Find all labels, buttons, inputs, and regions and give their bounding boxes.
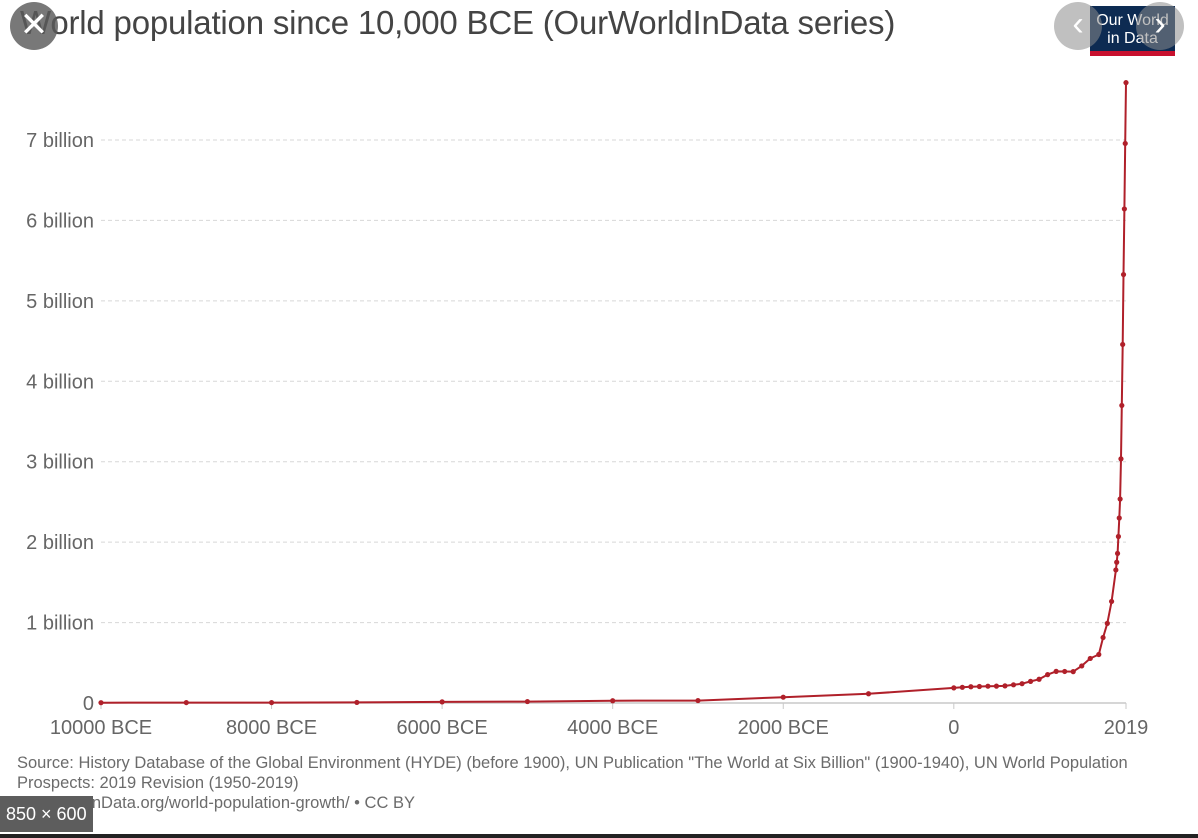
data-point[interactable] [976,683,983,690]
data-point[interactable] [1045,672,1051,678]
data-point[interactable] [1104,620,1110,626]
data-point[interactable] [439,699,445,705]
x-tick-label: 0 [948,717,959,739]
data-point[interactable] [865,691,872,697]
data-point[interactable] [1096,651,1102,658]
y-tick-label: 5 billion [26,291,94,313]
data-point[interactable] [268,699,275,706]
previous-image-icon[interactable]: ‹ [1054,2,1102,50]
y-tick-label: 1 billion [26,613,94,635]
y-tick-label: 0 [83,693,94,715]
data-point[interactable] [1123,80,1129,86]
data-point[interactable] [780,694,786,700]
data-point[interactable] [1114,559,1120,565]
series-line [100,82,1127,704]
x-tick-label: 2000 BCE [738,717,829,739]
population-series [98,80,1129,706]
data-point[interactable] [1019,681,1025,687]
y-tick-label: 4 billion [26,371,94,393]
close-icon[interactable]: ✕ [10,2,58,50]
chart-title: World population since 10,000 BCE (OurWo… [20,4,896,41]
image-size-badge: 850 × 600 [0,796,93,832]
data-point[interactable] [968,684,974,690]
data-point[interactable] [1113,567,1119,573]
x-tick-label: 10000 BCE [50,717,152,739]
source-note: Source: History Database of the Global E… [17,753,1167,813]
data-point[interactable] [98,700,104,706]
data-point[interactable] [1118,456,1124,462]
data-point[interactable] [1108,598,1115,605]
y-tick-label: 7 billion [26,130,94,152]
y-tick-label: 6 billion [26,210,94,232]
data-point[interactable] [985,683,991,689]
source-text: Source: History Database of the Global E… [17,754,1128,792]
x-axis-ticks: 10000 BCE 8000 BCE 6000 BCE 4000 BCE 2000 BC… [50,703,1148,739]
data-point[interactable] [1002,683,1008,689]
data-point[interactable] [1117,496,1123,502]
data-point[interactable] [1100,634,1106,641]
data-point[interactable] [1053,668,1059,674]
data-point[interactable] [1036,676,1042,682]
data-point[interactable] [1115,533,1122,540]
data-point[interactable] [1120,341,1126,348]
data-point[interactable] [1114,550,1121,557]
x-tick-label: 2019 [1104,717,1149,739]
data-point[interactable] [1079,663,1085,669]
x-tick-label: 8000 BCE [226,717,317,739]
x-tick-label: 4000 BCE [567,717,658,739]
data-point[interactable] [1070,669,1076,675]
y-tick-label: 2 billion [26,532,94,554]
data-point[interactable] [1116,515,1122,521]
data-point[interactable] [993,683,1000,689]
next-image-icon[interactable]: › [1136,2,1184,50]
y-axis-ticks: 0 1 billion 2 billion 3 billion 4 billion 5 b… [26,130,94,715]
population-chart: 0 1 billion 2 billion 3 billion 4 billion 5 b… [26,80,1148,739]
data-point[interactable] [951,685,957,691]
data-point[interactable] [1062,668,1068,675]
data-point[interactable] [354,699,360,706]
data-point[interactable] [1122,140,1128,147]
data-point[interactable] [524,698,531,705]
source-link[interactable]: OurWorldInData.org/world-population-grow… [17,794,415,812]
data-point[interactable] [1121,206,1127,212]
data-point[interactable] [1010,682,1017,688]
data-point[interactable] [1087,655,1093,662]
data-point[interactable] [959,684,965,690]
data-point[interactable] [1027,678,1034,684]
data-point[interactable] [1120,271,1127,278]
data-point[interactable] [610,698,616,704]
y-tick-label: 3 billion [26,452,94,474]
x-tick-label: 6000 BCE [397,717,488,739]
chart-grid [101,139,1126,624]
bottom-border [0,834,1198,838]
data-point[interactable] [695,697,701,704]
data-point[interactable] [1119,402,1125,409]
data-point[interactable] [183,699,189,706]
